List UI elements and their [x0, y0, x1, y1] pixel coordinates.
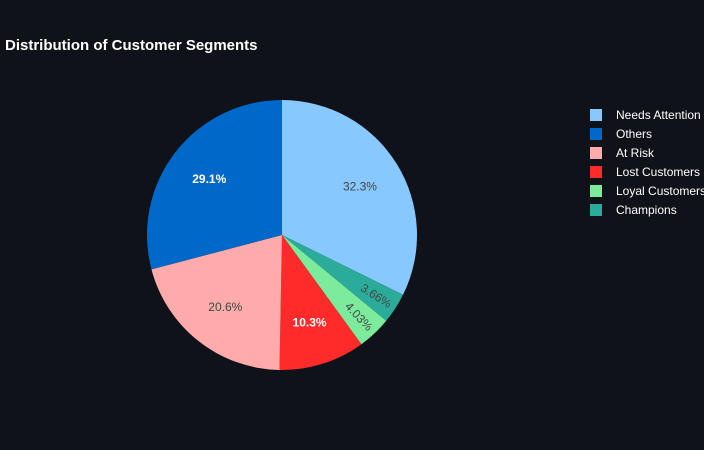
pie-slice-lost-customers[interactable] — [279, 235, 362, 371]
legend-item-at-risk[interactable]: At Risk — [590, 146, 655, 160]
legend-label: Needs Attention — [616, 108, 701, 122]
legend-swatch — [590, 147, 602, 159]
legend-label: Others — [616, 127, 652, 141]
pie-slice-loyal-customers[interactable] — [282, 235, 387, 345]
pie-label-at-risk: 20.6% — [208, 300, 242, 314]
pie-slice-at-risk[interactable] — [151, 235, 282, 370]
legend-label: Loyal Customers — [616, 184, 704, 198]
legend-item-needs-attention[interactable]: Needs Attention — [590, 108, 701, 122]
pie-slice-champions[interactable] — [282, 235, 404, 321]
chart-title: Distribution of Customer Segments — [5, 37, 258, 54]
pie-slice-others[interactable] — [146, 100, 282, 270]
legend-swatch — [590, 185, 602, 197]
pie-slices — [146, 100, 417, 371]
legend-label: Champions — [616, 203, 677, 217]
legend-item-loyal-customers[interactable]: Loyal Customers — [590, 184, 704, 198]
pie-label-needs-attention: 32.3% — [343, 180, 377, 194]
legend-item-others[interactable]: Others — [590, 127, 652, 141]
legend-swatch — [590, 128, 602, 140]
legend-swatch — [590, 166, 602, 178]
legend[interactable]: Needs Attention Others At Risk Lost Custome… — [590, 108, 704, 217]
legend-swatch — [590, 204, 602, 216]
legend-label: Lost Customers — [616, 165, 700, 179]
pie-slice-needs-attention[interactable] — [282, 100, 417, 295]
legend-item-lost-customers[interactable]: Lost Customers — [590, 165, 700, 179]
pie-label-lost-customers: 10.3% — [293, 316, 327, 330]
pie-label-others: 29.1% — [192, 172, 226, 186]
legend-item-champions[interactable]: Champions — [590, 203, 677, 217]
legend-swatch — [590, 109, 602, 121]
legend-label: At Risk — [616, 146, 655, 160]
